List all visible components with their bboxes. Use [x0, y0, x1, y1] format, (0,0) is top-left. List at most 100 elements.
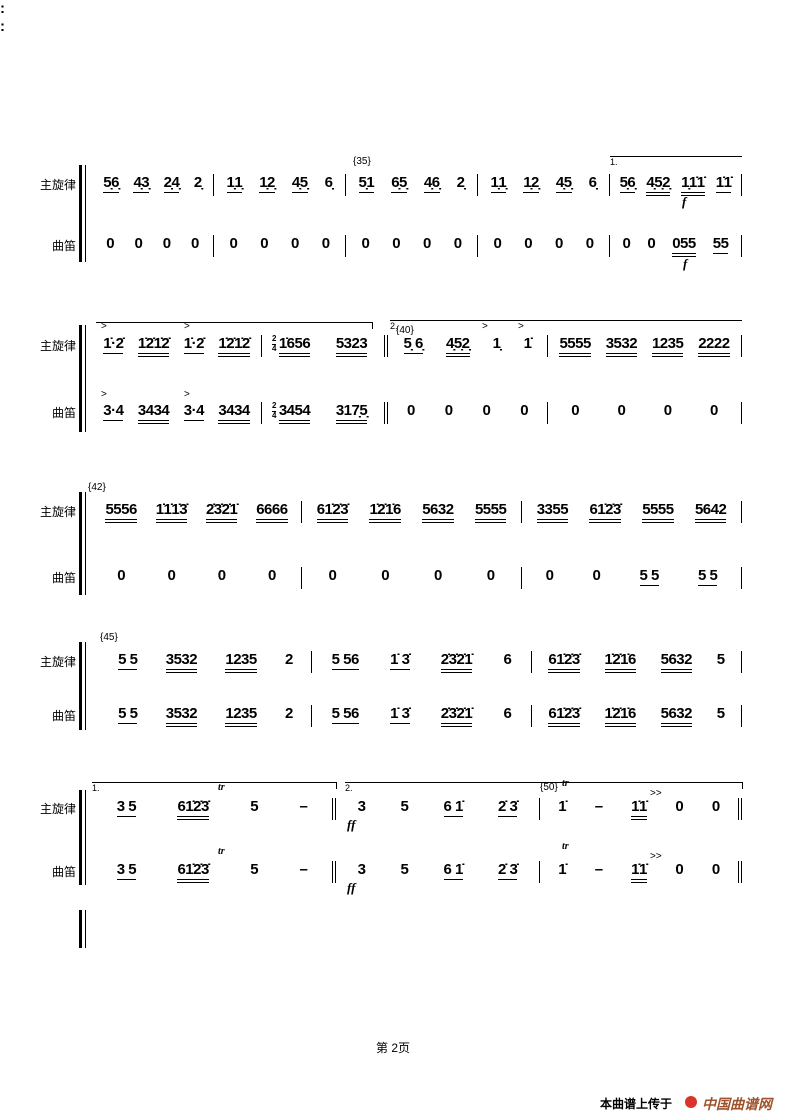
- trill-mark: tr: [562, 841, 569, 852]
- measure: 0 0 5 5 5 5: [522, 567, 742, 589]
- part-label-dizi: 曲笛: [51, 865, 76, 879]
- note-group: 1235: [651, 335, 684, 357]
- note-group: –: [594, 861, 603, 878]
- note-group: 6666: [256, 501, 288, 523]
- note-group: 1̇·2̇: [103, 335, 124, 354]
- measure: 0 0 0 0: [92, 567, 302, 589]
- note-group: 4̣5̣: [555, 174, 572, 193]
- note-group: 0: [585, 235, 594, 252]
- note-group: 3 5: [116, 861, 137, 880]
- note-group: 0: [675, 798, 684, 815]
- note-group: 61̇2̇3̇: [316, 501, 349, 523]
- note-group: 1̇ 3̇: [390, 705, 410, 724]
- note-group: 6: [503, 651, 512, 668]
- note-group: 5 56: [331, 705, 359, 724]
- note-group: 1̣2̣: [523, 174, 539, 193]
- note-group: 0: [162, 235, 171, 252]
- measure: 0 0 0 0: [302, 567, 522, 589]
- note-group: 5: [400, 798, 409, 815]
- note-group: 5 5: [118, 705, 138, 724]
- measure-number: {42}: [88, 482, 106, 493]
- note-group: 0: [106, 235, 115, 252]
- note-group: 0: [167, 567, 176, 584]
- note-group: 5: [250, 861, 259, 878]
- note-group: 61̇2̇3̇: [548, 651, 580, 673]
- measure-number: {45}: [100, 632, 118, 643]
- measure: 3355 61̇2̇3̇ 5555 5642: [522, 501, 742, 523]
- note-group: 1̇1̇: [631, 798, 647, 820]
- note-group: 0: [647, 235, 656, 252]
- measure: 5̣ 6̣ 4̣5̣2̣ 1̣ 1̇: [388, 335, 548, 357]
- note-group: 1235: [225, 651, 257, 673]
- trill-mark: tr: [562, 778, 569, 789]
- trill-mark: tr: [218, 782, 225, 793]
- note-group: 3355: [536, 501, 569, 523]
- melody-row: 5 5 3532 1235 2 5 56 1̇ 3̇ 2̇3̇2̇1̇ 6 61̇2̇3̇ 1̇2…: [100, 651, 742, 673]
- note-group: 0: [486, 567, 495, 584]
- note-group: 6̣5̣: [391, 174, 407, 193]
- measure-number: {50}: [540, 782, 558, 793]
- measure: 1̇·2̇ 1̇2̇1̇2̇ 1̇·2̇ 1̇2̇1̇2̇: [92, 335, 262, 357]
- page-number: 第 2页: [376, 1041, 411, 1055]
- note-group: 3: [357, 861, 366, 878]
- note-group: 0: [709, 402, 718, 419]
- accent-mark: >: [518, 321, 524, 332]
- note-group: 5555: [559, 335, 591, 357]
- measure: 5 56 1̇ 3̇ 2̇3̇2̇1̇ 6: [312, 705, 532, 727]
- system-brace-empty: [79, 910, 86, 948]
- note-group: 55: [712, 235, 729, 254]
- measure: 0 0 0 0: [346, 235, 478, 257]
- accent-mark: >: [101, 321, 107, 332]
- note-group: 5: [400, 861, 409, 878]
- measure: 5̣6̣ 4̣5̣2̣ 1̣1̇1̇ 1̇1̇: [610, 174, 742, 196]
- melody-row: 1̇·2̇ 1̇2̇1̇2̇ 1̇·2̇ 1̇2̇1̇2̇ 1̇656 5323 5̣ 6̣…: [92, 335, 742, 357]
- note-group: 0: [493, 235, 502, 252]
- system-brace: [79, 642, 86, 730]
- accent-mark: >: [101, 389, 107, 400]
- dizi-row: 3 5 61̇2̇3̇ 5 – 3 5 6 1̇ 2̇ 3̇ 1̇ – 1̇1̇ 0 0: [92, 861, 742, 883]
- note-group: 3454: [278, 402, 311, 424]
- measure: 3 5 6 1̇ 2̇ 3̇: [336, 861, 540, 883]
- forte-dynamic: f: [683, 256, 688, 271]
- note-group: 61̇2̇3̇: [548, 705, 580, 727]
- note-group: 1̣: [492, 335, 501, 352]
- volta-bracket-2: 2.: [345, 782, 743, 793]
- note-group: 0: [217, 567, 226, 584]
- note-group: 6 1̇: [443, 798, 463, 817]
- measure: 5 56 1̇ 3̇ 2̇3̇2̇1̇ 6: [312, 651, 532, 673]
- melody-row: 3 5 61̇2̇3̇ 5 – 3 5 6 1̇ 2̇ 3̇ 1̇ – 1̇1̇ 0 0: [92, 798, 742, 820]
- note-group: 1̇2̇1̇6: [369, 501, 401, 523]
- measure: 61̇2̇3̇ 1̇2̇1̇6 5632 5: [532, 651, 742, 673]
- note-group: 0: [328, 567, 337, 584]
- note-group: 3434: [137, 402, 170, 424]
- note-group: 3·4: [183, 402, 204, 421]
- note-group: 3532: [165, 651, 198, 673]
- repeat-start: :: [0, 0, 5, 17]
- measure: 1̣1̣ 1̣2̣ 4̣5̣ 6̣: [478, 174, 610, 196]
- note-group: 1̇1̇: [715, 174, 732, 193]
- note-group: 0: [406, 402, 415, 419]
- note-group: 4̣3̣: [133, 174, 150, 193]
- logo-icon: [685, 1096, 697, 1108]
- measure-number: {35}: [353, 156, 371, 167]
- note-group: 5555: [474, 501, 507, 523]
- measure: 1̣1̣ 1̣2̣ 4̣5̣ 6̣: [214, 174, 346, 196]
- part-label-dizi: 曲笛: [51, 239, 76, 253]
- measure: 61̇2̇3̇ 1̇2̇1̇6 5632 5: [532, 705, 742, 727]
- note-group: 2̇3̇2̇1̇: [440, 651, 473, 673]
- fortissimo-dynamic: ff: [347, 817, 356, 832]
- dizi-row: 3·4 3434 3·4 3434 3454 317̣5̣ 0 0 0 0 0 0 0 0: [92, 402, 742, 424]
- measure: 0 0 0 0: [214, 235, 346, 257]
- dizi-row: 5 5 3532 1235 2 5 56 1̇ 3̇ 2̇3̇2̇1̇ 6 61̇2̇3̇ 1̇2…: [100, 705, 742, 727]
- measure: 0 0 0 0: [388, 402, 548, 424]
- measure: 5556 1̇1̇1̇3̇ 2̇3̇2̇1̇ 6666: [92, 501, 302, 523]
- note-group: 0: [711, 798, 720, 815]
- note-group: 0: [260, 235, 269, 252]
- note-group: 5̣6̣: [619, 174, 636, 193]
- part-label-melody: 主旋律: [39, 655, 76, 669]
- dizi-row: 0 0 0 0 0 0 0 0 0 0 0 0 0 0 0 0 0 0 055 55: [92, 235, 742, 257]
- note-group: 0: [520, 402, 529, 419]
- note-group: 3532: [605, 335, 638, 357]
- melody-row: 5̣6̣ 4̣3̣ 2̣4̣ 2̣ 1̣1̣ 1̣2̣ 4̣5̣ 6̣ 5̣1 6̣5̣ 4̣6̣ 2…: [92, 174, 742, 196]
